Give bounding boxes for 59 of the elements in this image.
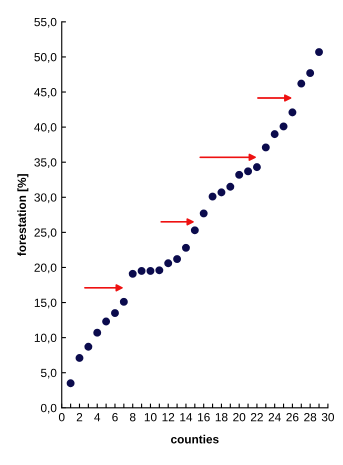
x-tick-label: 14 xyxy=(180,413,192,422)
point xyxy=(270,130,279,138)
x-tick-label: 8 xyxy=(130,412,136,422)
y-axis-title: forestation [%] xyxy=(17,174,28,256)
y-tick-label: 55,0 xyxy=(34,18,56,28)
x-tick-label: 6 xyxy=(112,412,118,422)
point xyxy=(76,354,84,362)
x-tick-label: 2 xyxy=(76,412,82,422)
point xyxy=(164,259,172,268)
x-tick-label: 18 xyxy=(216,412,228,422)
point xyxy=(288,108,296,116)
y-tick-label: 40,0 xyxy=(34,123,56,133)
point xyxy=(128,270,137,278)
x-tick-label: 26 xyxy=(286,412,298,422)
y-tick-label: 30,0 xyxy=(34,193,56,204)
x-tick-label: 0 xyxy=(58,412,65,422)
point xyxy=(244,167,252,176)
x-tick-label: 10 xyxy=(144,412,157,422)
x-tick-label: 16 xyxy=(198,412,210,422)
point xyxy=(226,182,234,191)
y-tick-label: 35,0 xyxy=(34,158,56,168)
x-tick-label: 28 xyxy=(304,412,316,422)
y-tick-label: 10,0 xyxy=(34,334,56,344)
y-tick-label: 25,0 xyxy=(34,228,56,238)
point xyxy=(93,328,102,337)
y-tick-label: 5,0 xyxy=(40,368,56,379)
point xyxy=(102,318,110,326)
x-tick-label: 22 xyxy=(250,412,263,422)
point xyxy=(66,379,75,388)
point xyxy=(138,267,146,275)
point xyxy=(315,48,323,56)
point xyxy=(262,144,270,152)
point xyxy=(173,255,182,263)
x-tick-label: 30 xyxy=(322,412,334,422)
point xyxy=(111,309,119,318)
y-tick-label: 50,0 xyxy=(34,52,56,63)
point xyxy=(306,69,314,78)
x-tick-label: 24 xyxy=(268,412,281,422)
y-tick-label: 0,0 xyxy=(40,404,56,414)
point xyxy=(200,209,208,218)
x-tick-label: 20 xyxy=(233,412,246,422)
point xyxy=(208,192,217,201)
point xyxy=(190,226,199,234)
y-tick-label: 15,0 xyxy=(34,298,56,308)
point xyxy=(120,298,128,306)
point xyxy=(235,170,244,179)
x-tick-label: 4 xyxy=(94,413,100,422)
point xyxy=(146,267,154,275)
x-tick-label: 12 xyxy=(162,412,174,422)
point xyxy=(84,342,92,351)
y-tick-label: 20,0 xyxy=(34,263,56,274)
point xyxy=(280,122,288,130)
point xyxy=(297,80,306,88)
y-tick-label: 45,0 xyxy=(34,88,56,98)
point xyxy=(217,188,226,196)
x-axis-title: counties xyxy=(171,434,219,444)
point xyxy=(182,244,190,252)
point xyxy=(252,163,261,172)
point xyxy=(155,266,164,274)
